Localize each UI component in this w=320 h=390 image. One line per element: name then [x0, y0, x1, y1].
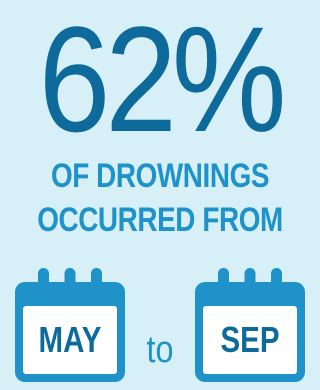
- calendar-icon: [15, 268, 125, 382]
- calendar-icon: [195, 268, 305, 382]
- statistic-percentage: 62%: [38, 0, 287, 163]
- headline-line-1: OF DROWNINGS: [50, 157, 270, 195]
- start-month-calendar: MAY: [12, 268, 128, 384]
- start-month-label: MAY: [38, 319, 102, 360]
- range-connector: to: [146, 329, 174, 371]
- end-month-calendar: SEP: [192, 268, 308, 384]
- end-month-label: SEP: [220, 319, 280, 360]
- headline-line-2: OCCURRED FROM: [37, 201, 283, 239]
